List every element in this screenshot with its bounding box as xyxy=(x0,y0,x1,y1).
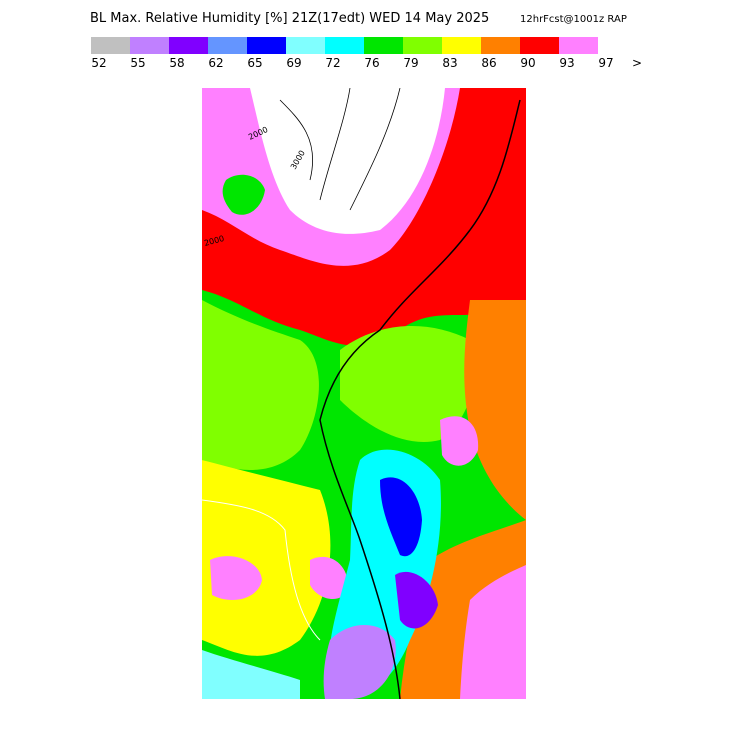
legend-swatch xyxy=(247,37,286,54)
region-green-nw xyxy=(222,174,265,215)
title: BL Max. Relative Humidity [%] 21Z(17edt)… xyxy=(90,11,489,26)
region-pink-sw xyxy=(210,556,262,600)
region-lightcyan-sw xyxy=(202,650,300,699)
region-pink-e xyxy=(440,416,479,466)
legend-swatch xyxy=(364,37,403,54)
legend-label: 93 xyxy=(559,56,574,70)
region-lavender xyxy=(323,625,396,699)
region-orange-e xyxy=(464,300,526,520)
region-yellow-sw xyxy=(202,460,331,656)
legend-label: 76 xyxy=(364,56,379,70)
legend-label: 52 xyxy=(91,56,106,70)
legend-swatch xyxy=(325,37,364,54)
region-red-ne xyxy=(460,88,526,200)
region-blue xyxy=(380,477,422,557)
legend-swatch xyxy=(481,37,520,54)
region-lime xyxy=(202,300,319,470)
region-pink-se xyxy=(460,565,526,699)
coastline-north xyxy=(469,99,521,231)
contour-lines xyxy=(279,88,401,211)
legend-swatch xyxy=(520,37,559,54)
legend-label: 58 xyxy=(169,56,184,70)
coastline xyxy=(319,229,471,699)
legend-swatch xyxy=(442,37,481,54)
forecast-label: 12hrFcst@1001z RAP xyxy=(520,14,627,25)
legend-label: 97 xyxy=(598,56,613,70)
legend-swatch xyxy=(559,37,598,54)
legend-label: 79 xyxy=(403,56,418,70)
legend-swatch xyxy=(208,37,247,54)
legend-label: 72 xyxy=(325,56,340,70)
legend-label: 90 xyxy=(520,56,535,70)
legend-label: 55 xyxy=(130,56,145,70)
region-pink-s xyxy=(310,556,349,600)
legend-swatch xyxy=(130,37,169,54)
legend-swatch xyxy=(286,37,325,54)
region-purple xyxy=(395,571,438,629)
legend-swatch xyxy=(403,37,442,54)
region-lime-e xyxy=(340,326,474,442)
legend-label: 69 xyxy=(286,56,301,70)
legend-swatch xyxy=(91,37,130,54)
border-line xyxy=(202,499,321,641)
legend-label: > xyxy=(632,56,642,70)
region-white xyxy=(250,88,445,234)
legend: 52 55 58 62 65 69 72 76 79 83 86 90 93 97 > xyxy=(91,37,642,70)
legend-swatch xyxy=(169,37,208,54)
legend-label: 86 xyxy=(481,56,496,70)
legend-label: 83 xyxy=(442,56,457,70)
map: 2000 3000 2000 xyxy=(202,88,526,699)
legend-label: 62 xyxy=(208,56,223,70)
legend-label: 65 xyxy=(247,56,262,70)
